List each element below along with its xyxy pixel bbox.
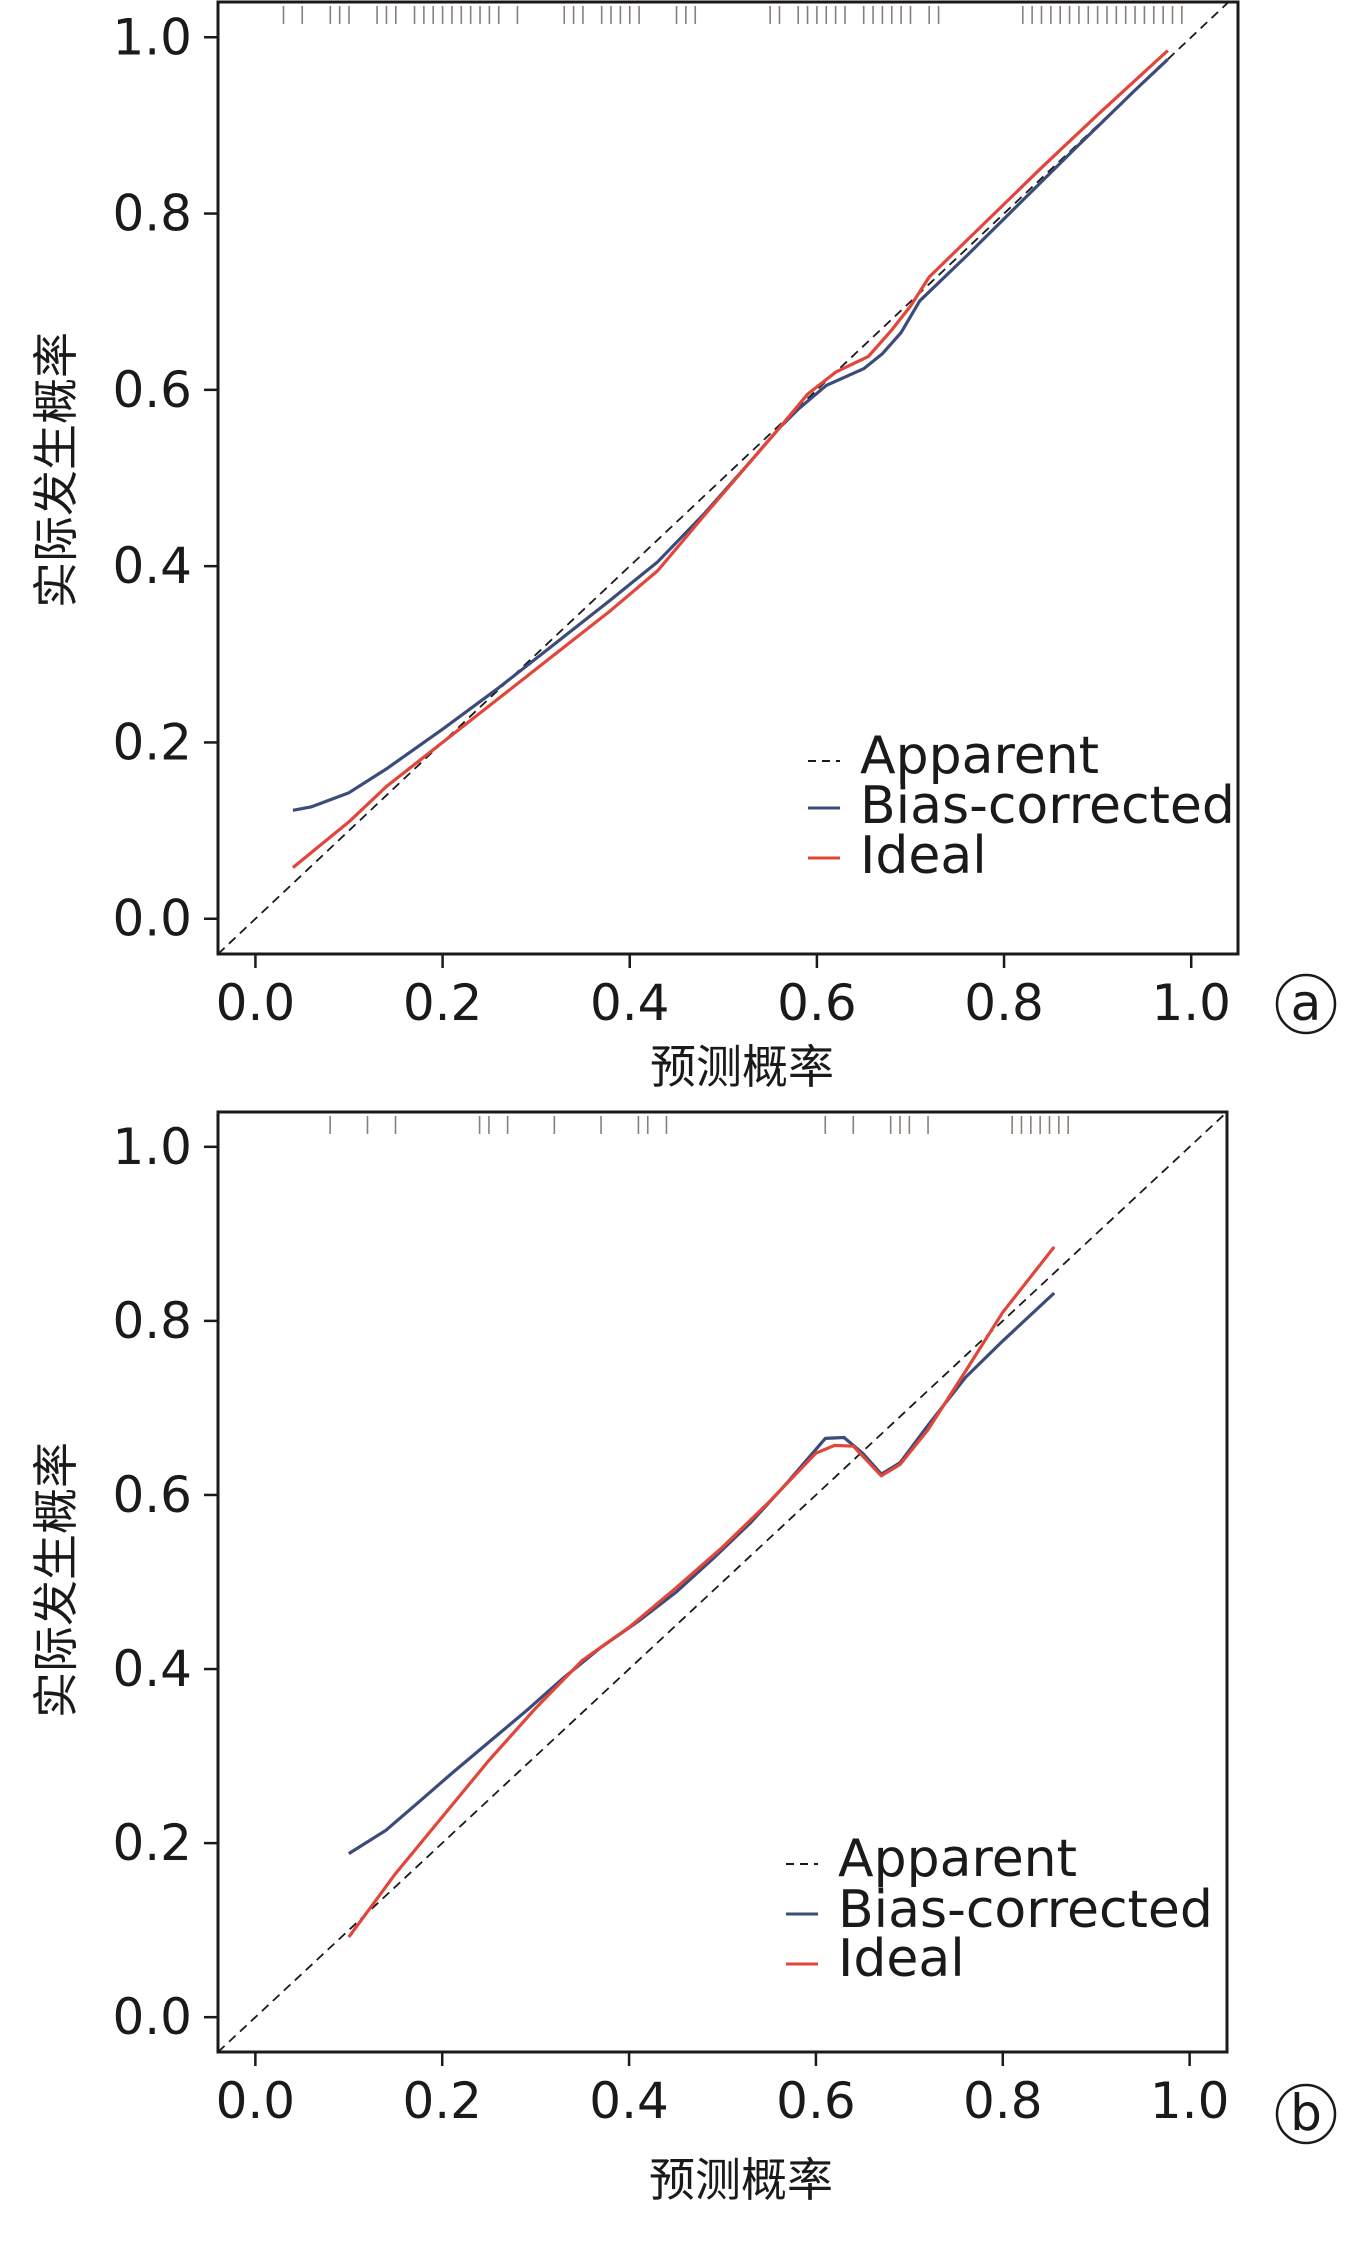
x-tick-label: 0.4 [590, 974, 670, 1032]
rug-ticks [329, 1116, 1069, 1134]
series-line-apparent [218, 2, 1230, 954]
plot-frame [216, 0, 1240, 956]
y-tick-label: 1.0 [112, 8, 192, 66]
series-line-ideal [347, 1245, 1056, 1939]
axis-ticks: 0.0 0.2 0.4 0.6 0.8 1.0 0.0 0.2 0.4 0.6 0.8 1.0 [112, 1118, 1229, 2130]
legend: Apparent Bias-corrected Ideal [786, 1829, 1213, 1989]
legend-label-apparent: Apparent [838, 1829, 1077, 1889]
x-tick-label: 0.0 [216, 974, 296, 1032]
y-tick-label: 0.0 [112, 890, 192, 948]
x-axis-title: 预测概率 [649, 2153, 833, 2207]
x-tick-label: 0.8 [964, 974, 1044, 1032]
legend: Apparent Bias-corrected Ideal [808, 726, 1235, 886]
y-tick-label: 0.2 [112, 713, 192, 771]
y-tick-label: 0.0 [112, 1988, 192, 2046]
y-axis-title: 实际发生概率 [29, 1442, 83, 1718]
panel-tag-b: b [1275, 2083, 1337, 2145]
series-line-apparent [218, 1112, 1227, 2052]
series-lines [218, 2, 1230, 954]
svg-text:b: b [1290, 2084, 1322, 2142]
x-tick-label: 0.2 [402, 2072, 482, 2130]
legend-label-apparent: Apparent [860, 726, 1099, 786]
axis-ticks: 0.0 0.2 0.4 0.6 0.8 1.0 0.0 0.2 0.4 0.6 0.8 1.0 [112, 8, 1231, 1032]
y-tick-label: 0.4 [112, 1640, 192, 1698]
x-tick-label: 0.6 [776, 2072, 856, 2130]
y-tick-label: 0.8 [112, 185, 192, 243]
y-tick-label: 0.6 [112, 1466, 192, 1524]
series-line-bias-corrected [347, 1291, 1056, 1855]
calibration-panel-a: 0.0 0.2 0.4 0.6 0.8 1.0 0.0 0.2 0.4 0.6 0.8 1.0 预测概… [29, 0, 1337, 1094]
y-tick-label: 0.8 [112, 1292, 192, 1350]
x-tick-label: 0.4 [589, 2072, 669, 2130]
y-tick-label: 0.4 [112, 537, 192, 595]
calibration-panel-b: 0.0 0.2 0.4 0.6 0.8 1.0 0.0 0.2 0.4 0.6 0.8 1.0 预测概… [29, 1110, 1337, 2207]
svg-text:a: a [1291, 974, 1322, 1032]
y-axis-title: 实际发生概率 [29, 332, 83, 608]
x-tick-label: 0.6 [777, 974, 857, 1032]
legend-label-ideal: Ideal [838, 1929, 965, 1989]
legend-label-bias-corrected: Bias-corrected [860, 776, 1235, 836]
y-tick-label: 1.0 [112, 1118, 192, 1176]
plot-frame [216, 1110, 1229, 2054]
rug-ticks [282, 6, 1183, 24]
y-tick-label: 0.6 [112, 361, 192, 419]
x-tick-label: 1.0 [1150, 2072, 1230, 2130]
panel-tag-a: a [1275, 973, 1337, 1035]
series-line-ideal [291, 49, 1169, 869]
x-tick-label: 0.0 [216, 2072, 296, 2130]
legend-label-ideal: Ideal [860, 826, 987, 886]
x-tick-label: 1.0 [1151, 974, 1231, 1032]
x-tick-label: 0.8 [963, 2072, 1043, 2130]
series-lines [218, 1112, 1227, 2052]
y-tick-label: 0.2 [112, 1814, 192, 1872]
x-tick-label: 0.2 [403, 974, 483, 1032]
x-axis-title: 预测概率 [650, 1040, 834, 1094]
legend-label-bias-corrected: Bias-corrected [838, 1880, 1213, 1940]
